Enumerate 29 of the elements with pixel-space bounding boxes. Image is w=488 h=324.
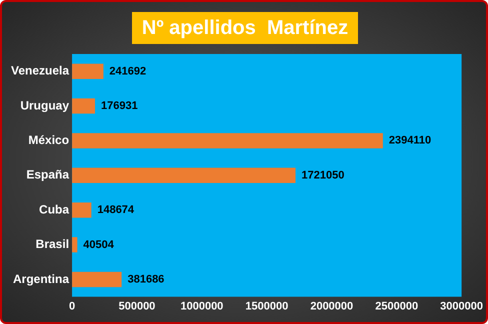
y-tick-label: Cuba xyxy=(39,202,70,216)
bar xyxy=(72,168,296,184)
bar xyxy=(72,202,92,218)
y-tick-label: Uruguay xyxy=(20,98,70,112)
y-tick-label: España xyxy=(26,168,70,182)
x-tick-label: 0 xyxy=(68,300,76,312)
y-tick-label: Argentina xyxy=(13,272,70,286)
x-tick-label: 500000 xyxy=(118,300,156,312)
data-label: 148674 xyxy=(97,204,135,216)
data-label: 2394110 xyxy=(388,134,432,147)
bar xyxy=(72,237,78,252)
data-label: 241692 xyxy=(109,65,146,78)
bar xyxy=(72,272,122,288)
x-tick-label: 1500000 xyxy=(245,300,288,312)
data-label: 176931 xyxy=(101,100,138,112)
data-label: 40504 xyxy=(83,238,115,251)
data-label: 381686 xyxy=(128,273,164,286)
x-tick-label: 2500000 xyxy=(375,300,418,312)
y-tick-label: Brasil xyxy=(36,237,70,252)
y-tick-label: Venezuela xyxy=(11,64,70,78)
x-tick-label: 3000000 xyxy=(440,300,483,312)
bar xyxy=(72,64,104,79)
bar xyxy=(72,133,383,148)
y-tick-label: México xyxy=(28,133,70,148)
x-tick-label: 1000000 xyxy=(180,300,224,312)
data-label: 1721050 xyxy=(302,169,344,182)
chart-title: Nº apellidos Martínez xyxy=(132,12,358,44)
bar xyxy=(72,98,96,114)
x-tick-label: 2000000 xyxy=(310,300,354,312)
